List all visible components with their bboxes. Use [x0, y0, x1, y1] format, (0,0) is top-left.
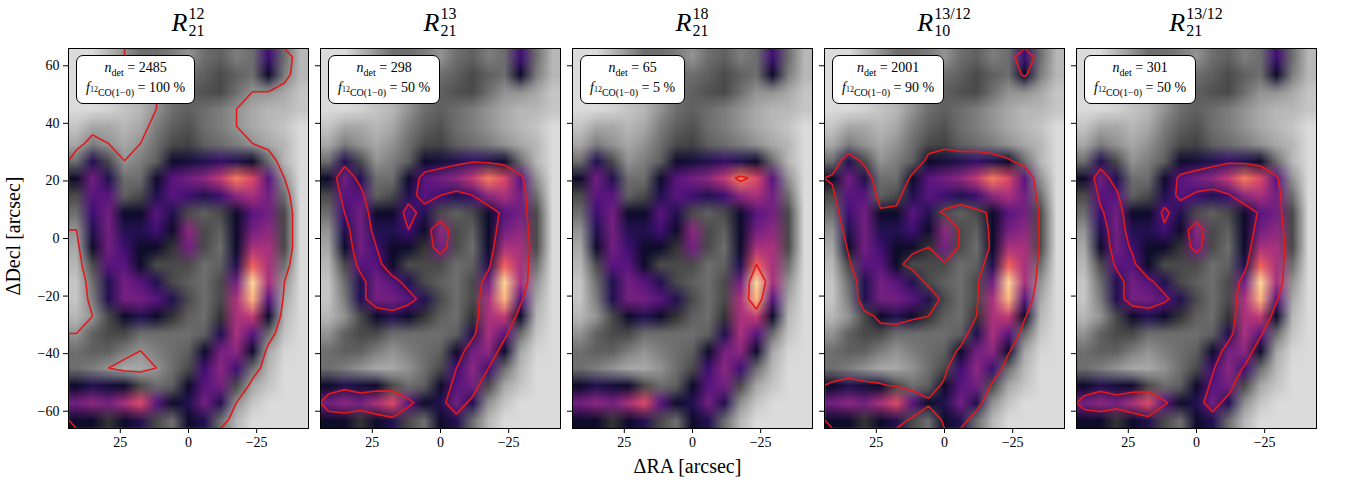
html-text:ndet= 298: ndet= 298: [356, 60, 412, 78]
html-text:21: 21: [692, 22, 709, 39]
svg-text:0: 0: [185, 435, 192, 450]
svg-text:−25: −25: [246, 435, 268, 450]
html-text:21: 21: [188, 22, 205, 39]
svg-text:−25: −25: [1254, 435, 1276, 450]
html-text:ndet= 2485: ndet= 2485: [104, 60, 167, 78]
html-text:21: 21: [440, 22, 457, 39]
svg-text:25: 25: [869, 435, 883, 450]
svg-text:0: 0: [437, 435, 444, 450]
html-text:f12CO(1−0)= 50 %: f12CO(1−0)= 50 %: [338, 80, 431, 99]
html-text:ndet= 301: ndet= 301: [1112, 60, 1168, 78]
html-text:R13/12: R13/12: [1169, 5, 1223, 37]
html-text:f12CO(1−0)= 5 %: f12CO(1−0)= 5 %: [590, 80, 676, 99]
html-text:10: 10: [934, 22, 951, 39]
svg-text:25: 25: [365, 435, 379, 450]
svg-text:20: 20: [46, 173, 60, 188]
html-text:ndet= 65: ndet= 65: [608, 60, 657, 78]
svg-text:−25: −25: [750, 435, 772, 450]
svg-text:−20: −20: [38, 289, 60, 304]
svg-text:40: 40: [46, 116, 60, 131]
html-text:R13: R13: [423, 5, 457, 37]
svg-text:0: 0: [53, 231, 60, 246]
svg-text:−40: −40: [38, 346, 60, 361]
html-text:R18: R18: [675, 5, 709, 37]
svg-text:0: 0: [1193, 435, 1200, 450]
html-text:f12CO(1−0)= 100 %: f12CO(1−0)= 100 %: [86, 80, 186, 99]
svg-text:0: 0: [941, 435, 948, 450]
svg-text:−60: −60: [38, 404, 60, 419]
html-text:R13/12: R13/12: [917, 5, 971, 37]
html-text:ΔDecl [arcsec]: ΔDecl [arcsec]: [1, 176, 24, 296]
svg-text:−25: −25: [1002, 435, 1024, 450]
svg-text:60: 60: [46, 58, 60, 73]
html-text:R12: R12: [171, 5, 205, 37]
html-text:f12CO(1−0)= 90 %: f12CO(1−0)= 90 %: [842, 80, 935, 99]
html-text:f12CO(1−0)= 50 %: f12CO(1−0)= 50 %: [1094, 80, 1187, 99]
svg-text:0: 0: [689, 435, 696, 450]
svg-text:25: 25: [113, 435, 127, 450]
html-text:ΔRA [arcsec]: ΔRA [arcsec]: [633, 455, 742, 477]
svg-text:25: 25: [1121, 435, 1135, 450]
html-text:ndet= 2001: ndet= 2001: [857, 60, 920, 78]
html-text:21: 21: [1186, 22, 1203, 39]
svg-text:25: 25: [617, 435, 631, 450]
svg-text:−25: −25: [498, 435, 520, 450]
